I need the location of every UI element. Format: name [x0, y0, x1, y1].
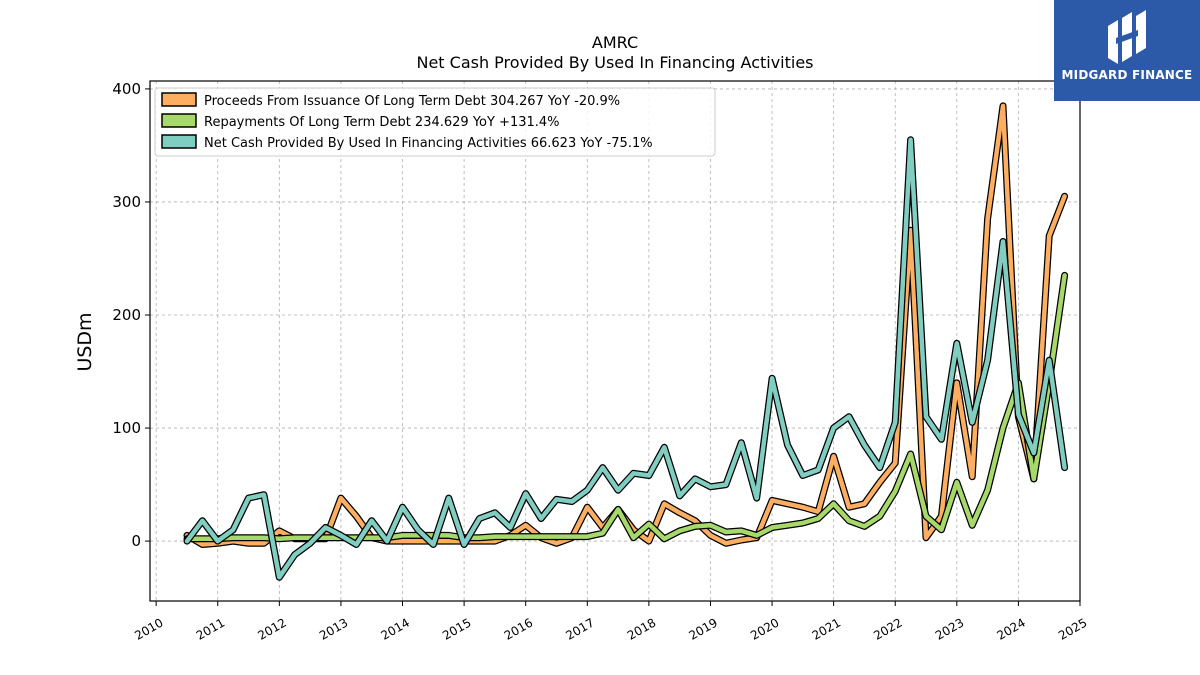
x-tick-label: 2012 — [255, 615, 288, 642]
series-line-outline — [183, 136, 1069, 581]
chart-subtitle: Net Cash Provided By Used In Financing A… — [416, 53, 813, 72]
x-axis: 2010 2011 2012 2013 2014 2015 2016 2017 2018 2019… — [132, 601, 1090, 643]
x-tick-label: 2025 — [1056, 615, 1089, 642]
x-tick-label: 2018 — [625, 615, 658, 642]
x-tick-label: 2020 — [748, 615, 781, 642]
y-tick-label: 400 — [112, 80, 141, 98]
midgard-logo: MIDGARD FINANCE — [1054, 0, 1200, 101]
x-tick-label: 2019 — [687, 615, 720, 642]
y-axis: 0 100 200 300 400 — [112, 80, 150, 550]
legend: Proceeds From Issuance Of Long Term Debt… — [154, 87, 716, 157]
x-tick-label: 2014 — [379, 615, 412, 642]
x-tick-label: 2017 — [563, 615, 596, 642]
x-tick-label: 2021 — [810, 615, 843, 642]
legend-swatch — [161, 92, 197, 107]
plot-frame — [149, 80, 1081, 602]
x-tick-label: 2015 — [440, 615, 473, 642]
logo-text: MIDGARD FINANCE — [1061, 68, 1193, 82]
y-tick-label: 200 — [112, 306, 141, 324]
chart-title: AMRC — [592, 33, 638, 52]
y-tick-label: 0 — [131, 532, 141, 550]
series-line — [184, 137, 1067, 580]
x-tick-label: 2023 — [933, 615, 966, 642]
y-axis-label: USDm — [74, 312, 96, 371]
series-line — [184, 273, 1067, 542]
legend-swatch — [161, 134, 197, 149]
midgard-emblem-icon — [1108, 10, 1146, 64]
x-tick-label: 2013 — [317, 615, 350, 642]
y-tick-label: 100 — [112, 419, 141, 437]
legend-box — [154, 87, 716, 157]
legend-swatch — [161, 113, 197, 128]
legend-entry: Repayments Of Long Term Debt 234.629 YoY… — [204, 115, 560, 130]
x-tick-label: 2010 — [132, 615, 165, 642]
x-tick-label: 2011 — [194, 615, 227, 642]
x-tick-label: 2022 — [871, 615, 904, 642]
x-tick-label: 2016 — [502, 615, 535, 642]
legend-entry: Proceeds From Issuance Of Long Term Debt… — [204, 94, 620, 109]
x-tick-label: 2024 — [994, 615, 1027, 642]
y-tick-label: 300 — [112, 193, 141, 211]
legend-entry: Net Cash Provided By Used In Financing A… — [204, 136, 653, 151]
series-layer — [183, 102, 1069, 581]
